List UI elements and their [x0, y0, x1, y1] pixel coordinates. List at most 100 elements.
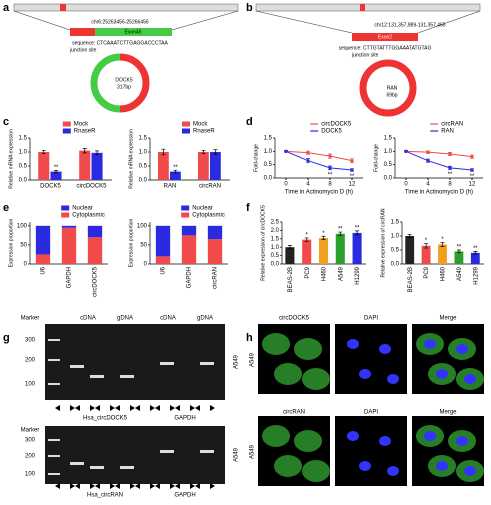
- primer-arrow: [150, 483, 155, 489]
- channel-label: circDOCK5: [279, 316, 310, 322]
- bar: [352, 232, 362, 264]
- point: [284, 149, 288, 153]
- bar-segment: [155, 225, 171, 257]
- exon: [70, 28, 95, 36]
- cell-label: A549: [250, 444, 256, 459]
- ladder-label: 300: [25, 438, 36, 444]
- zoom-lines: [13, 10, 239, 31]
- x-tick-label: 8: [328, 182, 332, 188]
- error-bar: [338, 231, 343, 236]
- marker-label: Marker: [21, 428, 40, 434]
- point: [448, 166, 452, 170]
- bar: [91, 152, 103, 180]
- circle-length: 69bp: [386, 92, 397, 98]
- y-tick-label: 1.0: [384, 149, 393, 155]
- y-tick-label: 0.0: [139, 178, 148, 184]
- primer-arrow: [155, 483, 160, 489]
- error-bar: [321, 235, 326, 240]
- primer-arrow: [130, 405, 135, 411]
- bar: [158, 152, 169, 180]
- point: [448, 152, 452, 156]
- bar: [198, 152, 209, 180]
- error-bar: [424, 243, 429, 249]
- sequence: sequence: CTTGTATTTGGAAATATGTAG: [339, 45, 432, 51]
- significance: **: [173, 165, 178, 171]
- primer-arrow: [95, 483, 100, 489]
- column-label: cDNA: [160, 316, 176, 322]
- error-bar: [456, 249, 461, 254]
- cell: [262, 333, 290, 355]
- primer-arrow: [115, 405, 120, 411]
- micrograph: [335, 416, 407, 486]
- panel-label: h: [246, 332, 253, 344]
- x-tick-label: H460: [441, 266, 447, 281]
- x-tick-label: U6: [161, 266, 167, 274]
- y-tick-label: 1.0: [391, 234, 400, 240]
- error-bar: [473, 251, 478, 255]
- ladder-label: 100: [25, 472, 36, 478]
- y-tick-label: 0.0: [384, 176, 393, 182]
- legend-label: Mock: [193, 122, 208, 128]
- legend-label: circDOCK5: [321, 122, 352, 128]
- error-bar: [95, 150, 100, 156]
- marker-label: Marker: [21, 316, 40, 322]
- y-tick-label: 100: [17, 223, 28, 229]
- x-tick-label: circRAN: [213, 267, 219, 289]
- y-tick-label: 0.5: [384, 162, 393, 168]
- error-bar: [161, 148, 166, 156]
- x-axis-label: Time in Actinomycin D (h): [285, 190, 353, 196]
- y-axis-label: Fold-change: [253, 144, 259, 172]
- coordinates: chr12:131,357,989-131,357,465: [374, 22, 445, 28]
- target-label: Hsa_circDOCK5: [83, 416, 128, 422]
- micrograph: [335, 324, 407, 394]
- panel-label: f: [246, 202, 250, 214]
- error-bar: [54, 170, 59, 174]
- primer-arrow: [110, 483, 115, 489]
- nucleus: [464, 374, 476, 384]
- cell: [262, 425, 290, 447]
- panel-label: e: [3, 202, 9, 214]
- primer-arrow: [70, 483, 75, 489]
- point: [426, 159, 430, 163]
- target-label: GAPDH: [174, 493, 195, 499]
- x-tick-label: PC9: [305, 266, 311, 278]
- y-tick-label: 50: [140, 242, 147, 248]
- y-tick-label: 0.0: [19, 178, 28, 184]
- primer-arrow: [55, 483, 60, 489]
- x-tick-label: circRAN: [199, 184, 221, 190]
- point: [328, 166, 332, 170]
- nucleus: [424, 339, 436, 349]
- y-axis-label: Relative expression of circRAN: [380, 208, 386, 277]
- chromosome: [13, 3, 239, 12]
- bar: [454, 251, 464, 264]
- channel-label: DAPI: [364, 316, 378, 322]
- significance: *: [322, 231, 325, 237]
- x-tick-label: DOCK5: [40, 184, 61, 190]
- point: [306, 151, 310, 155]
- panel-label: d: [246, 116, 253, 128]
- y-tick-label: 1.5: [391, 220, 400, 226]
- legend-label: Nuclear: [72, 206, 93, 212]
- legend-swatch: [62, 128, 71, 134]
- junction-label: junction site: [351, 52, 379, 58]
- primer-arrow: [110, 405, 115, 411]
- point: [306, 159, 310, 163]
- cell: [302, 368, 330, 390]
- panel-label: g: [3, 332, 10, 344]
- significance: **: [473, 246, 478, 252]
- bar: [170, 171, 181, 180]
- y-tick-label: 0.0: [271, 262, 280, 268]
- y-tick-label: 0.5: [139, 164, 148, 170]
- line: [285, 150, 353, 171]
- y-tick-label: 0.5: [19, 164, 28, 170]
- x-tick-label: U6: [41, 266, 47, 274]
- primer-arrow: [155, 405, 160, 411]
- locus: [360, 4, 365, 11]
- x-tick-label: GAPDH: [67, 267, 73, 288]
- bar-segment: [35, 225, 51, 255]
- y-tick-label: 100: [137, 223, 148, 229]
- primer-arrow: [175, 405, 180, 411]
- y-tick-label: 1.5: [271, 236, 280, 242]
- primer-arrow: [135, 483, 140, 489]
